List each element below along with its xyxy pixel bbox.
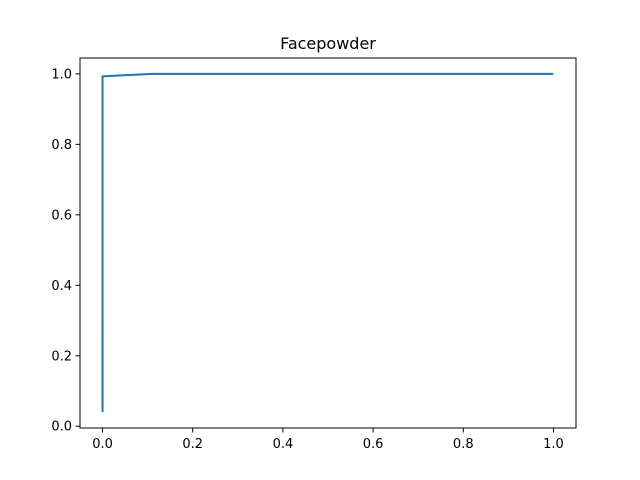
y-tick-label: 1.0: [51, 67, 72, 82]
y-tick-label: 0.0: [51, 420, 72, 435]
y-tick-label: 0.6: [51, 208, 72, 223]
axes-frame: [79, 57, 577, 429]
y-tick-label: 0.8: [51, 138, 72, 153]
y-tick-label: 0.2: [51, 349, 72, 364]
x-tick-label: 0.8: [453, 437, 474, 452]
x-tick-label: 0.2: [182, 437, 203, 452]
x-tick-label: 0.0: [92, 437, 113, 452]
chart-title: Facepowder: [280, 34, 376, 53]
series-line-0: [101, 72, 554, 413]
x-tick-label: 1.0: [543, 437, 564, 452]
axes: 0.0 0.2 0.4 0.6 0.8 1.0 0.0 0.2 0.4 0.6 0.8 1.0: [51, 57, 577, 452]
x-tick-label: 0.6: [363, 437, 384, 452]
y-tick-label: 0.4: [51, 279, 72, 294]
plot-area: [101, 72, 554, 413]
x-tick-label: 0.4: [273, 437, 294, 452]
